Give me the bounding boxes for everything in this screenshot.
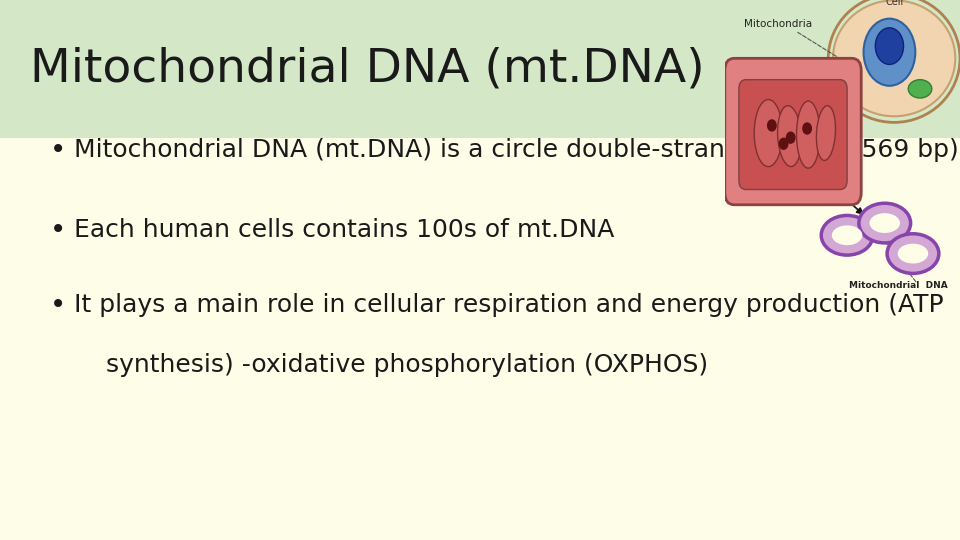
Ellipse shape [755, 99, 782, 167]
Text: Each human cells contains 100s of mt.DNA: Each human cells contains 100s of mt.DNA [74, 218, 614, 242]
Text: It plays a main role in cellular respiration and energy production (ATP: It plays a main role in cellular respira… [74, 293, 944, 317]
Ellipse shape [831, 225, 862, 245]
Text: •: • [50, 291, 66, 319]
FancyBboxPatch shape [739, 80, 847, 190]
Ellipse shape [908, 80, 932, 98]
Ellipse shape [898, 244, 928, 264]
Bar [0, 0, 960, 138]
Text: Mitochondrial DNA (mt.DNA) is a circle double-strand DNA (16,569 bp): Mitochondrial DNA (mt.DNA) is a circle d… [74, 138, 959, 162]
Ellipse shape [864, 19, 915, 86]
Circle shape [803, 123, 811, 134]
Text: •: • [50, 216, 66, 244]
FancyBboxPatch shape [725, 58, 861, 205]
Ellipse shape [859, 203, 911, 243]
Ellipse shape [797, 101, 820, 168]
Text: Mitochondrial  DNA: Mitochondrial DNA [850, 281, 948, 290]
Text: •: • [50, 136, 66, 164]
Text: Mitochondria: Mitochondria [744, 19, 812, 29]
Circle shape [780, 138, 788, 149]
Ellipse shape [876, 28, 903, 64]
Ellipse shape [833, 1, 955, 116]
Circle shape [768, 120, 776, 131]
Text: Cell: Cell [885, 0, 903, 8]
Text: Mitochondrial DNA (mt.DNA): Mitochondrial DNA (mt.DNA) [30, 46, 705, 91]
Ellipse shape [778, 106, 802, 166]
Text: synthesis) -oxidative phosphorylation (OXPHOS): synthesis) -oxidative phosphorylation (O… [74, 353, 708, 377]
Ellipse shape [816, 106, 835, 160]
Circle shape [786, 132, 795, 143]
Ellipse shape [887, 234, 939, 273]
Ellipse shape [870, 213, 900, 233]
Ellipse shape [821, 215, 873, 255]
